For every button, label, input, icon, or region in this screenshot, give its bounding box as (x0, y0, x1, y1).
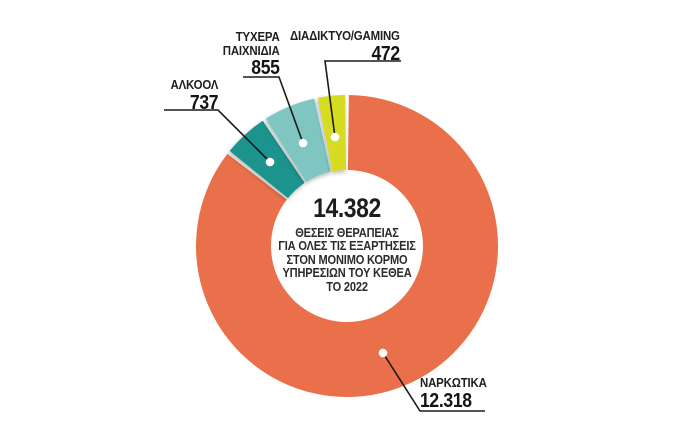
slice-value-diadiktyo: 472 (371, 42, 401, 65)
center-caption-line1: ΘΕΣΕΙΣ ΘΕΡΑΠΕΙΑΣ (295, 225, 399, 240)
callout-line-narkotika (382, 352, 485, 412)
center-caption-line3: ΣΤΟΝ ΜΟΝΙΜΟ ΚΟΡΜΟ (286, 251, 408, 267)
donut-center-text: 14.382 ΘΕΣΕΙΣ ΘΕΡΑΠΕΙΑΣ ΓΙΑ ΟΛΕΣ ΤΙΣ ΕΞΑ… (249, 193, 445, 294)
callout-line-tyxera-paixnidia (243, 76, 304, 144)
center-caption-line4: ΥΠΗΡΕΣΙΩΝ ΤΟΥ ΚΕΘΕΑ (282, 265, 412, 281)
callout-dot-narkotika (378, 348, 388, 358)
slice-name-narkotika: ΝΑΡΚΩΤΙΚΑ (420, 375, 487, 390)
callout-label-diadiktyo-gaming: ΔΙΑΔΙΚΤΥΟ/GAMING 472 (290, 29, 400, 65)
center-caption-line5: ΤΟ 2022 (326, 278, 368, 294)
slice-value-alkool: 737 (189, 91, 219, 114)
center-total: 14.382 (313, 193, 381, 223)
slice-tyxera-paixnidia (265, 98, 331, 182)
callout-dot-alkool (265, 157, 275, 167)
callout-dot-diadiktyo-gaming (330, 132, 340, 142)
callout-line-alkool (164, 109, 271, 163)
callout-label-tyxera-paixnidia: ΤΥΧΕΡΑ ΠΑΙΧΝΙΔΙΑ 855 (223, 30, 280, 79)
slice-narkotika (195, 95, 498, 397)
slice-name-tyxera-line1: ΤΥΧΕΡΑ (236, 29, 280, 44)
callout-label-alkool: ΑΛΚΟΟΛ 737 (170, 78, 218, 114)
slice-value-narkotika: 12.318 (420, 389, 472, 412)
slice-name-tyxera-line2: ΠΑΙΧΝΙΔΙΑ (223, 42, 280, 58)
slice-name-alkool: ΑΛΚΟΟΛ (170, 77, 218, 92)
center-caption-line2: ΓΙΑ ΟΛΕΣ ΤΙΣ ΕΞΑΡΤΗΣΕΙΣ (278, 238, 416, 254)
callout-dot-tyxera-paixnidia (298, 138, 308, 148)
callout-line-diadiktyo-gaming (324, 60, 401, 138)
callout-label-narkotika: ΝΑΡΚΩΤΙΚΑ 12.318 (420, 376, 487, 412)
slice-diadiktyo-gaming (317, 95, 347, 172)
slice-name-diadiktyo: ΔΙΑΔΙΚΤΥΟ/GAMING (290, 28, 400, 43)
slice-value-tyxera: 855 (251, 57, 281, 80)
